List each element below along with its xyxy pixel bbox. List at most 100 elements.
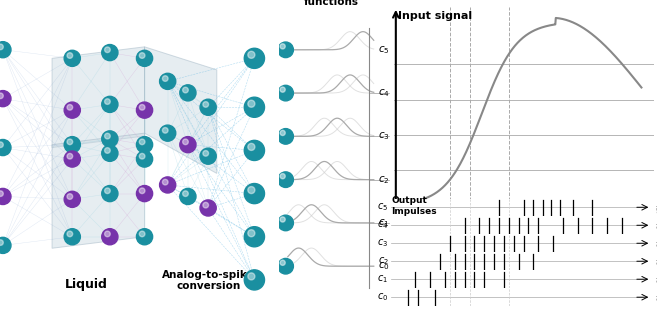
Circle shape <box>137 151 152 167</box>
Circle shape <box>280 44 285 49</box>
Circle shape <box>162 76 168 81</box>
Text: $c_3$: $c_3$ <box>378 130 390 142</box>
Text: $t$: $t$ <box>655 274 657 285</box>
Circle shape <box>0 93 3 99</box>
Circle shape <box>278 85 294 101</box>
Circle shape <box>102 131 118 147</box>
Circle shape <box>248 143 255 150</box>
Circle shape <box>137 185 152 202</box>
Text: $c_0$: $c_0$ <box>378 260 390 272</box>
Circle shape <box>203 202 208 208</box>
Circle shape <box>162 128 168 133</box>
Circle shape <box>280 217 285 222</box>
Circle shape <box>64 102 80 118</box>
Circle shape <box>0 142 3 147</box>
Circle shape <box>67 53 73 58</box>
Circle shape <box>278 172 294 187</box>
Circle shape <box>139 231 145 237</box>
Circle shape <box>137 102 152 118</box>
Text: Analog-to-spike
conversion: Analog-to-spike conversion <box>162 270 254 291</box>
Circle shape <box>160 177 176 193</box>
Circle shape <box>64 137 80 153</box>
Circle shape <box>64 50 80 66</box>
Circle shape <box>104 148 110 153</box>
Circle shape <box>104 188 110 194</box>
Text: $c_1$: $c_1$ <box>378 217 390 229</box>
Text: $t$: $t$ <box>655 256 657 267</box>
Text: $c_5$: $c_5$ <box>378 44 390 56</box>
Polygon shape <box>52 133 145 248</box>
Circle shape <box>0 188 11 204</box>
Circle shape <box>139 53 145 58</box>
Circle shape <box>244 270 265 290</box>
Circle shape <box>102 185 118 202</box>
Circle shape <box>278 215 294 231</box>
Text: Input signal: Input signal <box>398 10 472 21</box>
Circle shape <box>67 194 73 199</box>
Text: $c_4$: $c_4$ <box>377 219 388 231</box>
Circle shape <box>160 125 176 141</box>
Circle shape <box>248 100 255 107</box>
Circle shape <box>278 258 294 274</box>
Circle shape <box>200 200 216 216</box>
Circle shape <box>67 105 73 110</box>
Circle shape <box>244 97 265 117</box>
Text: Output
Impulses: Output Impulses <box>392 196 437 215</box>
Circle shape <box>64 151 80 167</box>
Circle shape <box>102 44 118 60</box>
Circle shape <box>104 133 110 139</box>
Circle shape <box>137 229 152 245</box>
Circle shape <box>278 42 294 58</box>
Text: $t$: $t$ <box>655 238 657 249</box>
Circle shape <box>0 140 11 156</box>
Circle shape <box>104 99 110 104</box>
Circle shape <box>248 186 255 194</box>
Circle shape <box>280 174 285 179</box>
Circle shape <box>104 47 110 53</box>
Circle shape <box>180 137 196 153</box>
Circle shape <box>244 140 265 161</box>
Circle shape <box>200 99 216 115</box>
Circle shape <box>248 273 255 280</box>
Circle shape <box>102 96 118 112</box>
Circle shape <box>139 105 145 110</box>
Circle shape <box>280 87 285 92</box>
Text: $t$: $t$ <box>655 220 657 231</box>
Circle shape <box>248 51 255 58</box>
Circle shape <box>180 85 196 101</box>
Text: $t$: $t$ <box>655 202 657 213</box>
Circle shape <box>64 229 80 245</box>
Circle shape <box>67 153 73 159</box>
Circle shape <box>183 87 189 93</box>
Circle shape <box>137 50 152 66</box>
Circle shape <box>67 139 73 145</box>
Circle shape <box>137 137 152 153</box>
Text: $c_4$: $c_4$ <box>378 87 390 99</box>
Text: $t$: $t$ <box>655 292 657 303</box>
Circle shape <box>102 229 118 245</box>
Circle shape <box>183 139 189 145</box>
Circle shape <box>180 188 196 204</box>
Circle shape <box>280 260 285 265</box>
Text: $c_0$: $c_0$ <box>377 291 388 303</box>
Circle shape <box>278 129 294 144</box>
Circle shape <box>139 139 145 145</box>
Circle shape <box>0 44 3 50</box>
Circle shape <box>160 73 176 89</box>
Circle shape <box>244 183 265 204</box>
Circle shape <box>203 102 208 107</box>
Text: $c_5$: $c_5$ <box>377 201 388 213</box>
Circle shape <box>102 145 118 161</box>
Polygon shape <box>52 47 145 147</box>
Polygon shape <box>145 47 217 173</box>
Circle shape <box>244 227 265 247</box>
Circle shape <box>248 230 255 237</box>
Circle shape <box>104 231 110 237</box>
Circle shape <box>67 231 73 237</box>
Text: $c_2$: $c_2$ <box>378 255 388 267</box>
Text: Activation
functions: Activation functions <box>301 0 361 7</box>
Circle shape <box>244 48 265 68</box>
Circle shape <box>280 130 285 135</box>
Text: Liquid: Liquid <box>65 278 108 291</box>
Circle shape <box>200 148 216 164</box>
